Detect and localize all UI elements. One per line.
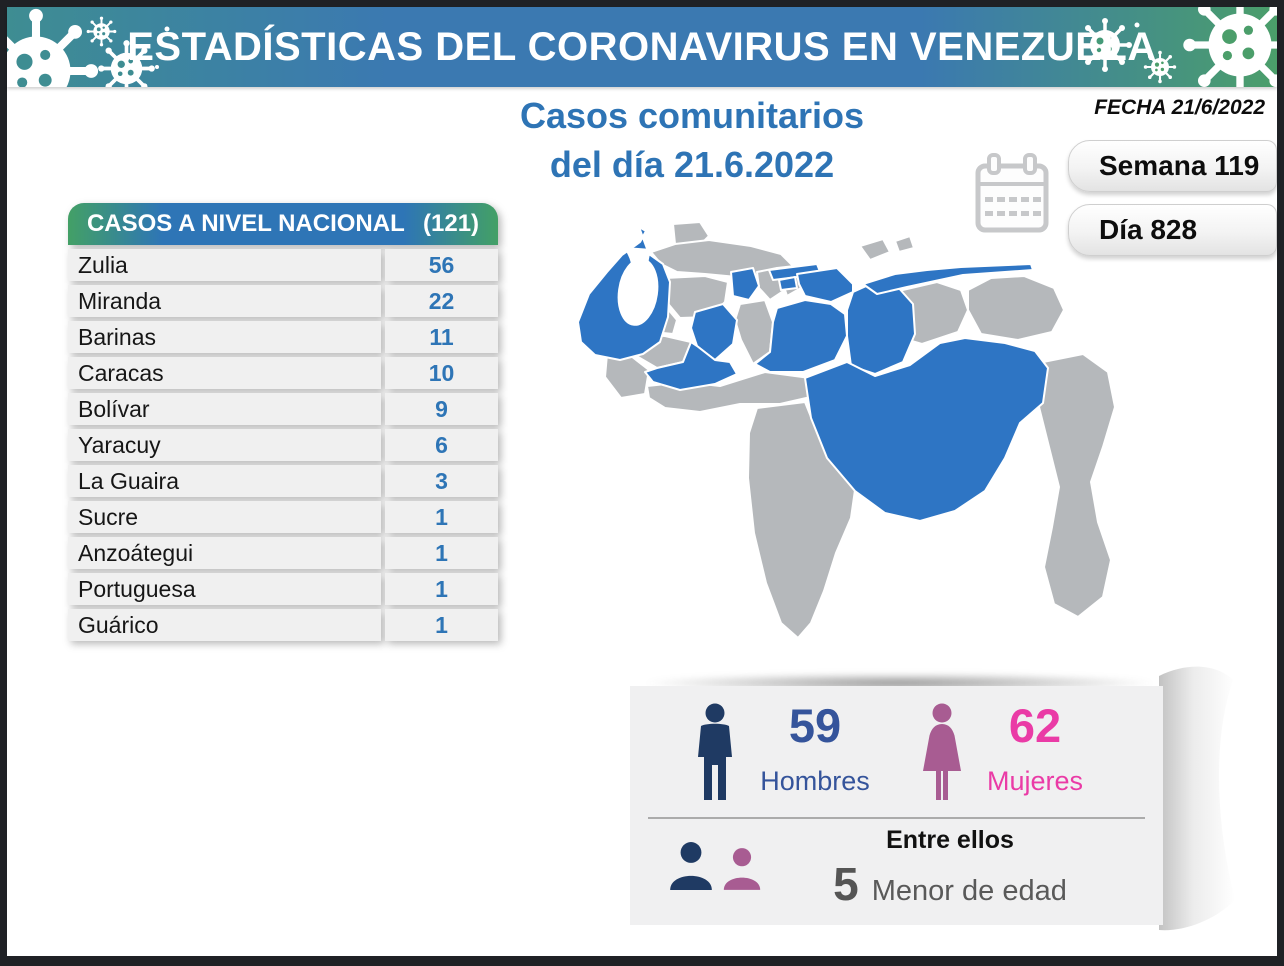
- state-name-cell: Barinas: [68, 321, 381, 353]
- women-label: Mujeres: [986, 766, 1084, 796]
- case-count-cell: 22: [385, 285, 498, 317]
- women-count: 62: [1008, 699, 1062, 752]
- minors-line: 5 Menor de edad: [780, 857, 1120, 911]
- map-state-guarico: [754, 299, 848, 373]
- map-state-yaracuy: [730, 267, 760, 301]
- map-state-miranda: [796, 267, 854, 303]
- minors-count: 5: [833, 858, 859, 910]
- table-row: Guárico 1: [68, 609, 498, 641]
- page-title: ESTADÍSTICAS DEL CORONAVIRUS EN VENEZUEL…: [127, 25, 1157, 69]
- state-name-cell: Yaracuy: [68, 429, 381, 461]
- report-date: FECHA 21/6/2022: [1094, 96, 1265, 119]
- male-bust-icon: [670, 842, 712, 890]
- state-name-cell: Zulia: [68, 249, 381, 281]
- minors-block: Entre ellos 5 Menor de edad: [780, 826, 1120, 911]
- table-row: La Guaira 3: [68, 465, 498, 497]
- table-row: Miranda 22: [68, 285, 498, 317]
- subtitle-line1: Casos comunitarios: [519, 95, 865, 136]
- case-count-cell: 56: [385, 249, 498, 281]
- case-count-cell: 6: [385, 429, 498, 461]
- virus-decoration-right: [1076, 7, 1277, 87]
- map-state-anzoategui: [846, 281, 916, 375]
- table-title: CASOS A NIVEL NACIONAL: [86, 210, 405, 237]
- table-header: CASOS A NIVEL NACIONAL (121): [68, 203, 498, 245]
- page-curl: [1159, 666, 1235, 931]
- case-count-cell: 9: [385, 393, 498, 425]
- table-row: Portuguesa 1: [68, 573, 498, 605]
- state-name-cell: Miranda: [68, 285, 381, 317]
- male-icon: [698, 703, 732, 800]
- female-icon: [923, 703, 961, 800]
- calendar-icon: [975, 153, 1049, 233]
- female-bust-icon: [723, 848, 761, 890]
- table-row: Caracas 10: [68, 357, 498, 389]
- case-count-cell: 1: [385, 609, 498, 641]
- table-row: Anzoátegui 1: [68, 537, 498, 569]
- case-count-cell: 11: [385, 321, 498, 353]
- national-cases-table: CASOS A NIVEL NACIONAL (121) Zulia 56 Mi…: [68, 203, 498, 641]
- week-badge: Semana 119: [1068, 140, 1277, 192]
- men-count: 59: [788, 699, 842, 752]
- map-state-caracas: [778, 276, 798, 291]
- subtitle: Casos comunitarios del día 21.6.2022: [432, 91, 952, 189]
- case-count-cell: 3: [385, 465, 498, 497]
- case-count-cell: 10: [385, 357, 498, 389]
- map-state-apure: [646, 371, 816, 413]
- table-row: Sucre 1: [68, 501, 498, 533]
- venezuela-map: [577, 222, 1116, 639]
- state-name-cell: Anzoátegui: [68, 537, 381, 569]
- map-island-nueva-esparta-2: [894, 235, 915, 253]
- minors-intro: Entre ellos: [886, 826, 1014, 854]
- table-row: Zulia 56: [68, 249, 498, 281]
- state-name-cell: Sucre: [68, 501, 381, 533]
- state-name-cell: Guárico: [68, 609, 381, 641]
- minors-label: Menor de edad: [871, 875, 1067, 907]
- map-state-delta-amacuro: [967, 275, 1065, 341]
- map-zona-esequibo: [1031, 353, 1116, 618]
- virus-decoration-left: [7, 7, 170, 87]
- men-label: Hombres: [760, 766, 870, 796]
- panel-divider: [648, 817, 1145, 819]
- state-name-cell: Bolívar: [68, 393, 381, 425]
- case-count-cell: 1: [385, 537, 498, 569]
- map-state-sucre: [862, 263, 1034, 295]
- case-count-cell: 1: [385, 573, 498, 605]
- subtitle-line2: del día 21.6.2022: [549, 144, 835, 185]
- map-gulf-channel: [624, 247, 652, 283]
- map-state-bolivar: [804, 337, 1049, 522]
- state-name-cell: La Guaira: [68, 465, 381, 497]
- case-count-cell: 1: [385, 501, 498, 533]
- header-banner: ESTADÍSTICAS DEL CORONAVIRUS EN VENEZUEL…: [7, 7, 1277, 87]
- map-state-portuguesa: [690, 303, 738, 361]
- demographics-panel: 59 Hombres 62 Mujeres Entre ellos 5: [630, 686, 1163, 925]
- table-row: Yaracuy 6: [68, 429, 498, 461]
- state-name-cell: Caracas: [68, 357, 381, 389]
- table-body: Zulia 56 Miranda 22 Barinas 11 Cara: [68, 249, 498, 641]
- infographic-content: ESTADÍSTICAS DEL CORONAVIRUS EN VENEZUEL…: [7, 7, 1277, 956]
- table-row: Bolívar 9: [68, 393, 498, 425]
- table-row: Barinas 11: [68, 321, 498, 353]
- state-name-cell: Portuguesa: [68, 573, 381, 605]
- day-badge: Día 828: [1068, 204, 1277, 256]
- map-state-barinas: [644, 341, 738, 391]
- table-total: (121): [423, 210, 480, 237]
- map-island-nueva-esparta: [859, 238, 891, 261]
